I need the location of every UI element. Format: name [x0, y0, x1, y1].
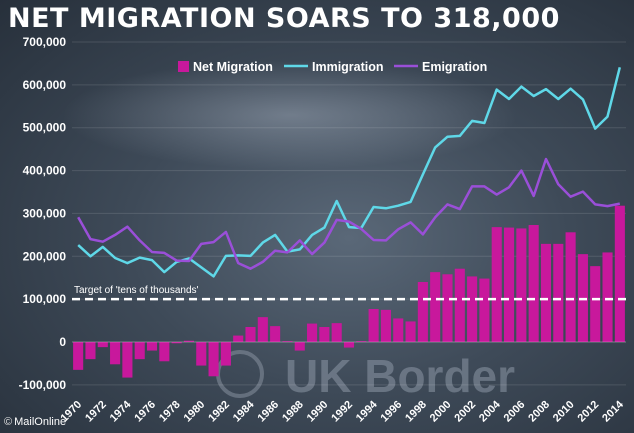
y-tick-label: 700,000: [23, 35, 67, 49]
y-tick-label: 200,000: [23, 249, 67, 263]
bar-net-migration: [196, 342, 207, 366]
bar-net-migration: [282, 341, 293, 342]
line-emigration: [77, 157, 621, 270]
y-tick-label: 0: [59, 335, 66, 349]
credit: © MailOnline: [4, 416, 66, 428]
x-tick-label: 1986: [255, 399, 281, 425]
legend-label: Emigration: [422, 60, 487, 74]
x-tick-label: 1998: [403, 399, 429, 425]
target-label: Target of 'tens of thousands': [74, 285, 199, 296]
bar-net-migration: [442, 274, 453, 342]
bar-net-migration: [73, 342, 84, 370]
legend: Net Migration Immigration Emigration: [178, 60, 487, 74]
bar-net-migration: [516, 228, 527, 342]
bar-net-migration: [503, 227, 515, 342]
credit-icon: ©: [4, 416, 13, 428]
bar-net-migration: [405, 321, 416, 342]
bar-net-migration: [553, 243, 564, 342]
bar-net-migration: [233, 335, 244, 342]
x-tick-label: 1984: [231, 398, 257, 424]
y-tick-label: -100,000: [19, 378, 67, 392]
legend-label: Net Migration: [193, 60, 273, 74]
bar-net-migration: [343, 342, 355, 348]
bar-net-migration: [122, 342, 133, 378]
y-tick-label: 300,000: [23, 206, 67, 220]
y-axis: -100,000 0 100,000 200,000 300,000 400,000 500…: [19, 35, 67, 392]
bar-net-migration: [270, 326, 281, 342]
line-immigration: [77, 66, 622, 278]
series-lines: [77, 66, 622, 278]
bar-net-migration: [331, 323, 342, 342]
x-tick-label: 1974: [108, 398, 134, 424]
x-tick-label: 2008: [526, 399, 552, 425]
bar-net-migration: [368, 309, 379, 342]
bar-net-migration: [146, 342, 158, 351]
x-tick-label: 1990: [305, 399, 331, 425]
bar-net-migration: [590, 266, 601, 342]
target-annotation: Target of 'tens of thousands': [72, 285, 626, 301]
credit-label: MailOnline: [14, 416, 67, 428]
x-tick-label: 1980: [182, 399, 208, 425]
bar-net-migration: [110, 342, 121, 365]
x-axis: 1970197219741976197819801982198419861988…: [58, 398, 626, 424]
x-tick-label: 1982: [206, 399, 232, 425]
bar-net-migration: [467, 276, 478, 342]
x-tick-label: 2010: [551, 399, 577, 425]
x-tick-label: 1976: [132, 399, 158, 425]
y-tick-label: 100,000: [23, 292, 67, 306]
bar-net-migration: [356, 341, 367, 342]
x-tick-label: 1996: [379, 399, 405, 425]
bar-net-migration: [417, 282, 428, 342]
y-tick-label: 600,000: [23, 78, 67, 92]
y-tick-label: 400,000: [23, 164, 67, 178]
bar-net-migration: [294, 342, 305, 351]
y-tick-label: 500,000: [23, 121, 67, 135]
bar-net-migration: [319, 327, 330, 342]
bar-net-migration: [491, 227, 502, 342]
bar-net-migration: [183, 340, 195, 342]
bar-net-migration: [614, 205, 625, 342]
x-tick-label: 2006: [502, 399, 528, 425]
bar-net-migration: [134, 342, 145, 360]
chart-title: NET MIGRATION SOARS TO 318,000: [8, 3, 560, 34]
bar-net-migration: [565, 232, 576, 342]
bar-net-migration: [479, 278, 490, 342]
x-tick-label: 2012: [576, 399, 602, 425]
bar-net-migration: [380, 309, 391, 342]
bar-net-migration: [245, 327, 256, 342]
x-tick-label: 1972: [83, 399, 109, 425]
legend-swatch-net-migration: [178, 61, 189, 72]
bar-net-migration: [257, 317, 268, 342]
bar-net-migration: [220, 342, 231, 366]
bar-net-migration: [208, 342, 219, 377]
bar-net-migration: [393, 318, 404, 342]
bar-net-migration: [85, 342, 96, 360]
watermark-text: UK Border: [285, 350, 515, 402]
bar-net-migration: [159, 342, 170, 362]
bar-net-migration: [602, 252, 613, 342]
watermark: UK Border: [216, 350, 515, 402]
bar-net-migration: [528, 225, 539, 342]
x-tick-label: 1988: [280, 399, 306, 425]
bar-net-migration: [454, 268, 465, 342]
background-glow: [60, 60, 520, 170]
bar-net-migration: [97, 342, 108, 348]
bar-net-migration: [307, 323, 318, 342]
bar-net-migration: [540, 243, 552, 342]
x-tick-label: 2000: [428, 399, 454, 425]
bar-net-migration: [171, 342, 182, 344]
x-tick-label: 2002: [452, 399, 478, 425]
bar-net-migration: [430, 272, 441, 342]
x-tick-label: 1978: [157, 399, 183, 425]
legend-label: Immigration: [312, 60, 384, 74]
x-tick-label: 1992: [329, 399, 355, 425]
x-tick-label: 2014: [600, 398, 626, 424]
